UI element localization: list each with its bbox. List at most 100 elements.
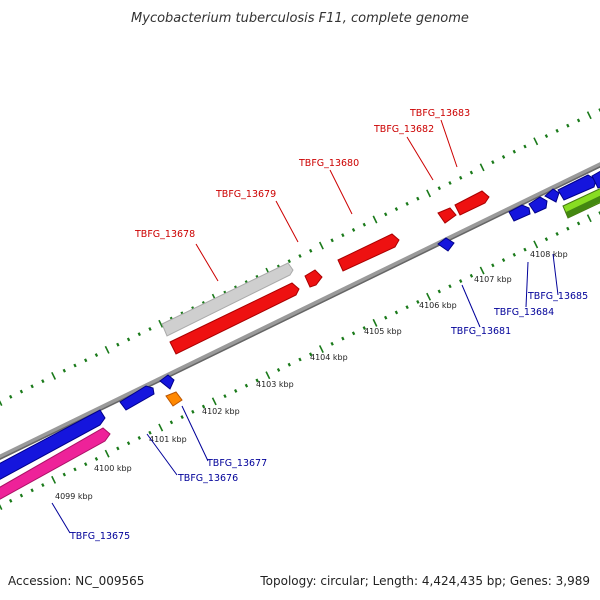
minor-tick	[298, 254, 302, 258]
gene-tbfg-13680[interactable]	[337, 233, 400, 272]
gene-edge-blue[interactable]	[591, 168, 600, 189]
minor-tick	[30, 488, 34, 493]
minor-tick	[180, 415, 184, 419]
gene-label-tbfg-13682[interactable]: TBFG_13682	[373, 124, 434, 135]
minor-tick	[73, 363, 77, 368]
major-tick	[0, 400, 3, 406]
major-tick	[533, 240, 539, 249]
minor-tick	[544, 134, 549, 138]
gene-tbfg-13682[interactable]	[437, 207, 457, 224]
gene-tbfg-13683[interactable]	[454, 190, 490, 216]
gene-tbfg-13675-rna[interactable]	[0, 427, 111, 502]
minor-tick	[9, 498, 13, 503]
gene-features	[0, 168, 600, 502]
minor-tick	[73, 467, 77, 472]
major-tick	[104, 449, 110, 458]
kbp-labels: 4099 kbp 4100 kbp 4101 kbp 4102 kbp 4103…	[55, 250, 568, 501]
minor-tick	[244, 383, 249, 388]
minor-tick	[19, 493, 24, 498]
minor-tick	[416, 196, 420, 201]
map-title: Mycobacterium tuberculosis F11, complete…	[131, 11, 469, 26]
minor-tick	[576, 118, 581, 123]
minor-tick	[223, 394, 227, 399]
gene-tbfg-13676[interactable]	[119, 385, 155, 411]
gene-tbfg-13678-pseudogene[interactable]	[161, 262, 294, 337]
minor-tick	[523, 247, 527, 252]
minor-tick	[566, 226, 570, 231]
minor-tick	[298, 357, 302, 362]
minor-tick	[416, 300, 420, 304]
minor-tick	[512, 149, 516, 154]
minor-tick	[544, 237, 549, 242]
gene-green-feature-dark[interactable]	[566, 191, 600, 218]
genome-backbone	[0, 162, 600, 460]
minor-tick	[126, 441, 131, 446]
minor-tick	[437, 186, 441, 191]
major-tick	[372, 318, 378, 327]
gene-label-tbfg-13683[interactable]: TBFG_13683	[409, 108, 470, 119]
minor-tick	[169, 420, 174, 425]
major-tick	[426, 292, 432, 301]
major-tick	[158, 423, 164, 432]
gene-tbfg-13675[interactable]	[0, 409, 106, 482]
minor-tick	[191, 409, 195, 414]
minor-tick	[309, 352, 313, 357]
minor-tick	[19, 389, 24, 394]
minor-tick	[276, 368, 281, 372]
kbp-label: 4103 kbp	[256, 380, 294, 389]
gene-label-tbfg-13678[interactable]: TBFG_13678	[134, 229, 195, 240]
minor-tick	[116, 446, 120, 451]
gene-tbfg-13677[interactable]	[159, 374, 175, 390]
minor-tick	[362, 326, 366, 331]
gene-label-tbfg-13680[interactable]: TBFG_13680	[298, 158, 359, 169]
minor-tick	[148, 430, 152, 435]
genome-summary-text: Topology: circular; Length: 4,424,435 bp…	[259, 574, 590, 588]
gene-tbfg-13678[interactable]	[169, 282, 300, 355]
gene-tbfg-13685[interactable]	[528, 196, 548, 214]
kbp-label: 4100 kbp	[94, 464, 132, 473]
gene-tbfg-13679[interactable]	[304, 269, 323, 288]
minor-tick	[287, 259, 291, 264]
gene-orange-feature[interactable]	[165, 391, 183, 407]
gene-label-tbfg-13685[interactable]: TBFG_13685	[527, 291, 588, 302]
minor-tick	[309, 248, 313, 253]
gene-small-blue[interactable]	[544, 188, 560, 203]
minor-tick	[459, 175, 463, 180]
minor-tick	[512, 252, 516, 257]
minor-tick	[405, 201, 409, 206]
gene-label-tbfg-13679[interactable]: TBFG_13679	[215, 189, 276, 200]
minor-tick	[384, 212, 388, 217]
major-tick	[104, 345, 110, 354]
kbp-label: 4104 kbp	[310, 353, 348, 362]
minor-tick	[362, 222, 366, 227]
minor-tick	[62, 368, 66, 373]
gene-label-tbfg-13675[interactable]: TBFG_13675	[69, 531, 130, 542]
gene-tbfg-13684[interactable]	[508, 204, 531, 222]
minor-tick	[555, 232, 559, 236]
gene-label-tbfg-13681[interactable]: TBFG_13681	[450, 326, 511, 337]
gene-label-tbfg-13677[interactable]: TBFG_13677	[206, 458, 267, 469]
major-tick	[51, 371, 57, 380]
minor-tick	[555, 128, 559, 133]
tick-track-lower	[0, 211, 600, 510]
kbp-label: 4099 kbp	[55, 492, 93, 501]
kbp-label: 4106 kbp	[419, 301, 457, 310]
minor-tick	[394, 207, 399, 211]
minor-tick	[566, 123, 570, 128]
major-tick	[318, 241, 324, 250]
minor-tick	[201, 404, 206, 409]
major-tick	[0, 504, 3, 510]
minor-tick	[469, 273, 474, 278]
gene-label-tbfg-13684[interactable]: TBFG_13684	[493, 307, 554, 318]
major-tick	[586, 111, 592, 120]
minor-tick	[94, 456, 99, 461]
gene-tbfg-13681[interactable]	[437, 237, 455, 252]
minor-tick	[448, 181, 452, 185]
minor-tick	[491, 160, 495, 165]
minor-tick	[234, 388, 238, 393]
gene-label-tbfg-13676[interactable]: TBFG_13676	[177, 473, 238, 484]
gene-large-blue[interactable]	[557, 174, 597, 201]
minor-tick	[41, 379, 45, 384]
minor-tick	[9, 394, 13, 399]
kbp-label: 4107 kbp	[474, 275, 512, 284]
